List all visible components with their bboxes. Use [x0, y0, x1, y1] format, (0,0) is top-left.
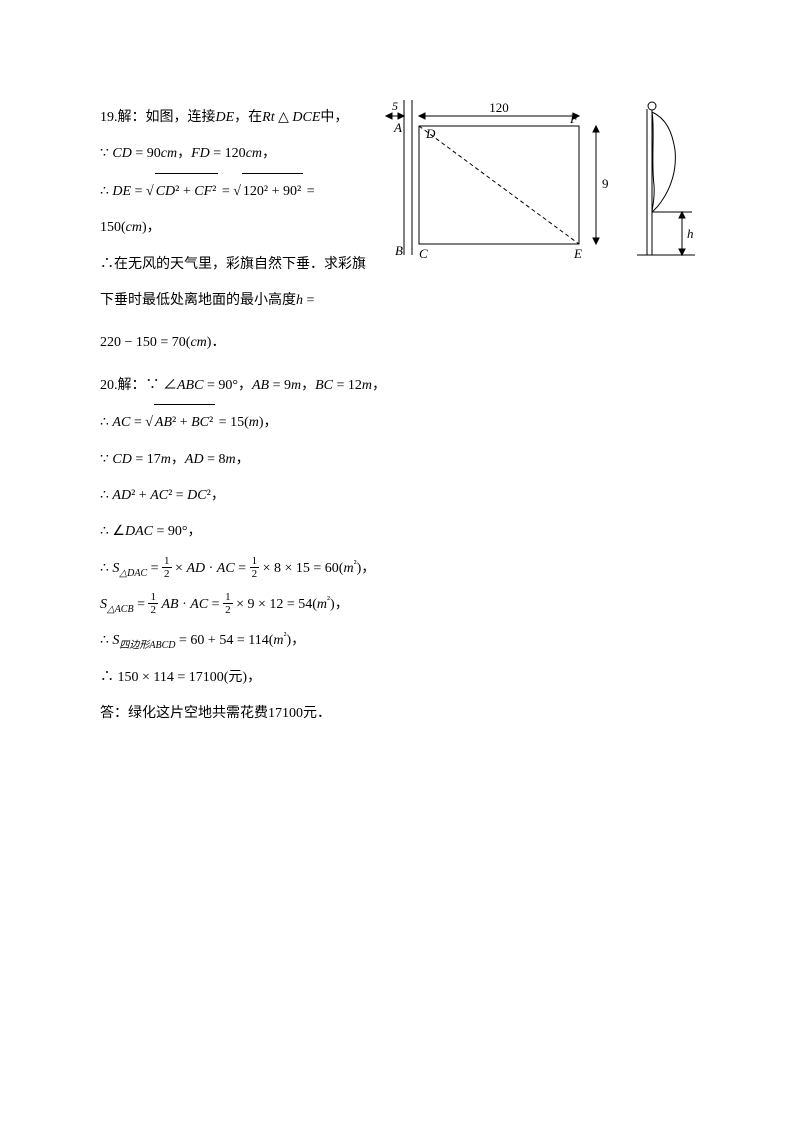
p20-l7: S△ACB = 12 AB · AC = 12 × 9 × 12 = 54(m²… [100, 587, 704, 623]
p19-l5: ∴在无风的天气里，彩旗自然下垂．求彩旗 [100, 247, 366, 283]
p19-l3: ∴ DE = √CD² + CF² = √120² + 90² = [100, 173, 366, 210]
p20-l10: 答：绿化这片空地共需花费17100元． [100, 696, 704, 732]
svg-text:E: E [573, 246, 582, 261]
p20-l8: ∴ S四边形ABCD = 60 + 54 = 114(m²)， [100, 623, 704, 659]
svg-text:90: 90 [602, 176, 609, 191]
figure-rectangle-dce: 5 120 A D F B C E 90 [384, 100, 609, 275]
p20-l1: 20.解：∵ ∠ABC = 90°，AB = 9m，BC = 12m， [100, 368, 704, 404]
svg-text:120: 120 [489, 100, 509, 115]
p19-l1: 19.解：如图，连接DE，在Rt △ DCE中， [100, 100, 366, 136]
svg-text:h: h [687, 226, 694, 241]
svg-text:C: C [419, 246, 428, 261]
svg-text:F: F [569, 111, 579, 126]
problem-20: 20.解：∵ ∠ABC = 90°，AB = 9m，BC = 12m， ∴ AC… [100, 368, 704, 733]
figure-flag-pole: h [637, 100, 697, 275]
p19-l2: ∵ CD = 90cm，FD = 120cm， [100, 136, 366, 172]
p20-l6: ∴ S△DAC = 12 × AD · AC = 12 × 8 × 15 = 6… [100, 551, 704, 587]
p19-l4: 150(cm)， [100, 210, 366, 246]
p20-l4: ∴ AD² + AC² = DC²， [100, 478, 704, 514]
p20-l9: ∴ 150 × 114 = 17100(元)， [100, 660, 704, 696]
problem-19-rest: 220 − 150 = 70(cm)． [100, 325, 704, 361]
svg-text:D: D [425, 126, 436, 141]
p20-l3: ∵ CD = 17m，AD = 8m， [100, 442, 704, 478]
problem-19-narrow: 19.解：如图，连接DE，在Rt △ DCE中， ∵ CD = 90cm，FD … [100, 100, 366, 319]
p20-l2: ∴ AC = √AB² + BC² = 15(m)， [100, 404, 704, 441]
svg-text:A: A [393, 120, 402, 135]
svg-text:B: B [395, 243, 403, 258]
p19-l7: 220 − 150 = 70(cm)． [100, 325, 704, 361]
p20-l5: ∴ ∠DAC = 90°， [100, 514, 704, 550]
p19-l6: 下垂时最低处离地面的最小高度h = [100, 283, 366, 319]
svg-text:5: 5 [392, 100, 398, 113]
